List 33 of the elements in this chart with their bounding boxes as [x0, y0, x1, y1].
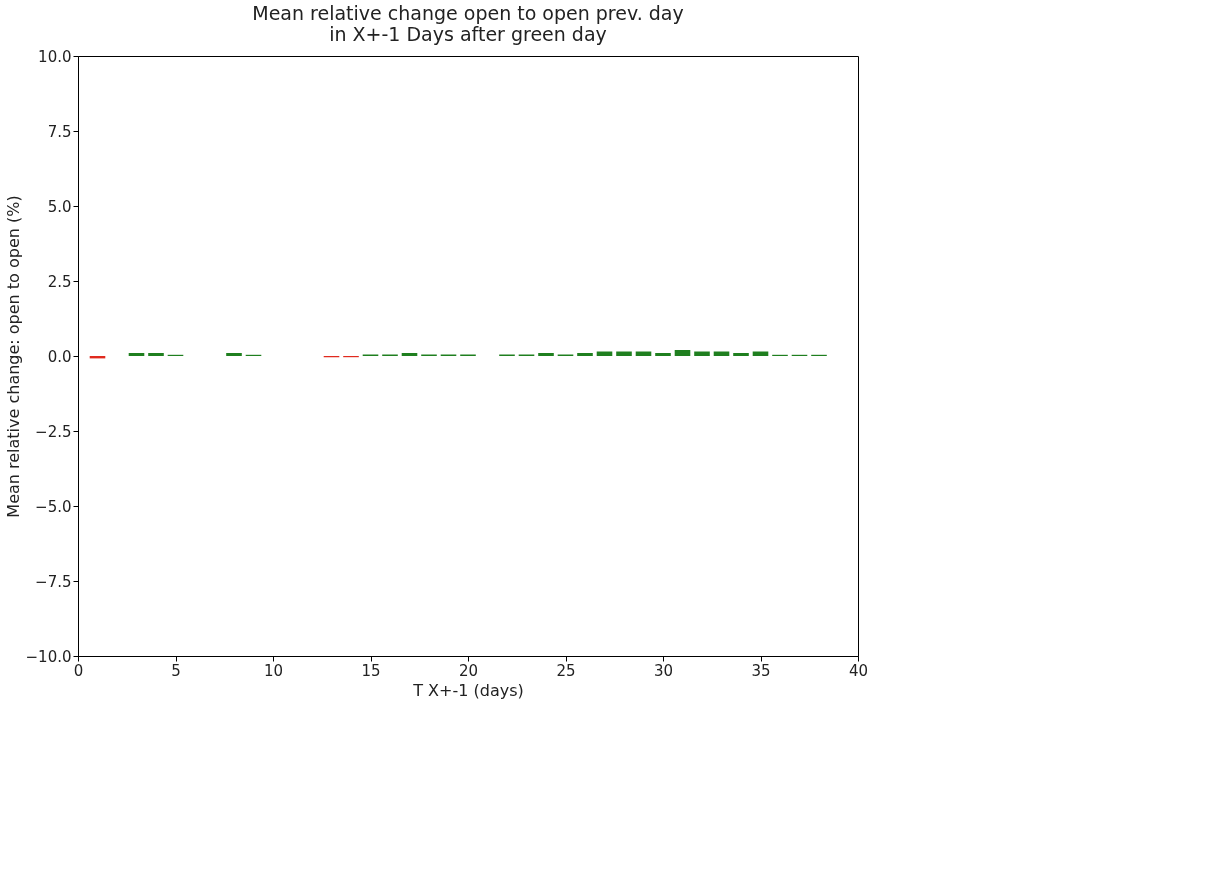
x-axis-title: T X+-1 (days) [412, 680, 524, 700]
y-tick-label: 7.5 [47, 122, 72, 141]
text: in X+-1 Days after green day [329, 23, 607, 45]
bar [674, 350, 691, 356]
x-tick-label: 30 [653, 661, 674, 680]
x-tick-label: 20 [458, 661, 479, 680]
x-tick-label: 5 [171, 661, 181, 680]
bar [226, 353, 242, 356]
text: Mean relative change open to open prev. day [252, 2, 684, 24]
y-tick-label: −2.5 [35, 422, 72, 441]
x-tick-label: 0 [73, 661, 84, 680]
bar [577, 353, 593, 356]
x-tick-label: 40 [848, 661, 869, 680]
bar [655, 353, 671, 356]
bar [733, 353, 749, 356]
x-tick-label: 15 [361, 661, 381, 680]
y-axis-title: Mean relative change: open to open (%) [3, 195, 23, 518]
bar [401, 353, 418, 356]
x-tick-label: 10 [263, 661, 284, 680]
y-tick-label: −7.5 [35, 572, 72, 591]
y-tick-label: 5.0 [47, 197, 72, 216]
y-tick-label: 2.5 [47, 272, 72, 291]
x-tick-label: 25 [556, 661, 576, 680]
y-tick-label: −5.0 [35, 497, 72, 516]
y-tick-label: 10.0 [38, 47, 72, 66]
y-tick-label: −10.0 [25, 647, 72, 666]
bar [616, 351, 632, 356]
bar [148, 353, 164, 356]
y-tick-label: 0.0 [47, 347, 72, 366]
bar [538, 353, 554, 356]
x-tick-label: 35 [751, 661, 771, 680]
bar [694, 351, 710, 356]
bar [128, 353, 145, 356]
